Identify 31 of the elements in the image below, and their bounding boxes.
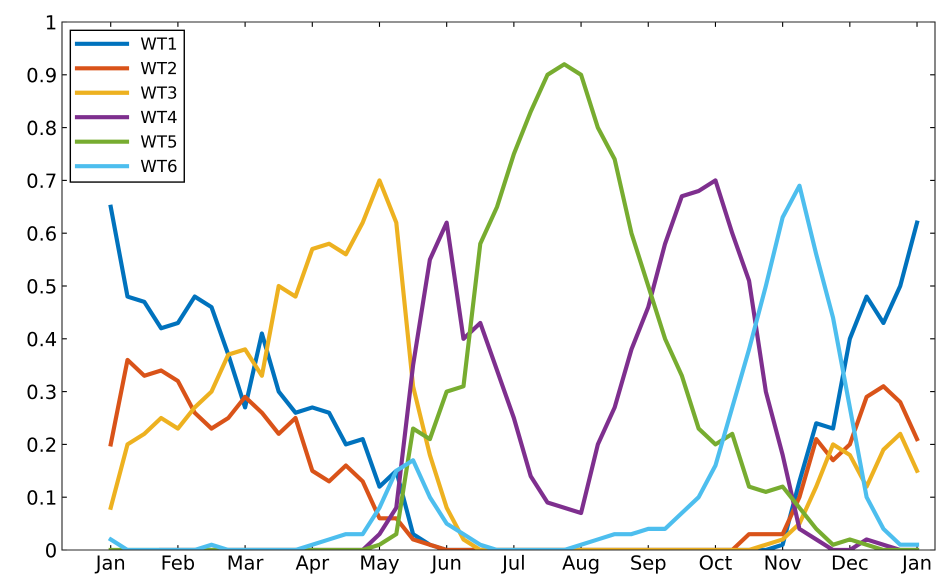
y-tick-label: 0.4 xyxy=(28,332,56,346)
y-tick-label: 0 xyxy=(46,542,56,558)
legend-label: WT1 xyxy=(140,38,176,50)
x-tick-label: Sep xyxy=(631,555,666,574)
legend-label: WT5 xyxy=(140,135,176,148)
y-tick-label: 0.1 xyxy=(28,490,56,505)
x-tick-label: May xyxy=(361,555,400,574)
y-tick-label: 0.3 xyxy=(28,384,56,400)
legend-label: WT6 xyxy=(140,160,177,172)
y-tick-label: 0.9 xyxy=(28,68,56,82)
legend-label: WT3 xyxy=(140,86,176,99)
x-tick-label: Jun xyxy=(430,555,460,574)
x-tick-label: Mar xyxy=(228,555,264,570)
x-tick-label: Jan xyxy=(94,555,124,574)
x-tick-label: Oct xyxy=(700,555,732,570)
y-tick-label: 0.2 xyxy=(28,437,56,452)
legend-label: WT2 xyxy=(140,62,176,74)
y-tick-label: 0.8 xyxy=(28,120,56,136)
legend-label: WT4 xyxy=(140,110,177,124)
y-tick-label: 1 xyxy=(46,15,56,30)
x-tick-label: Jul xyxy=(501,554,524,574)
x-tick-label: Aug xyxy=(562,555,598,574)
line-series xyxy=(108,62,920,550)
x-tick-label: Nov xyxy=(766,555,802,570)
y-tick-label: 0.6 xyxy=(28,226,56,241)
x-tick-label: Jan xyxy=(901,555,930,574)
y-tick-label: 0.5 xyxy=(28,278,56,294)
x-tick-label: Feb xyxy=(162,554,194,570)
x-tick-label: Dec xyxy=(832,555,868,570)
x-tick-label: Apr xyxy=(296,555,330,574)
y-tick-label: 0.7 xyxy=(28,173,56,188)
